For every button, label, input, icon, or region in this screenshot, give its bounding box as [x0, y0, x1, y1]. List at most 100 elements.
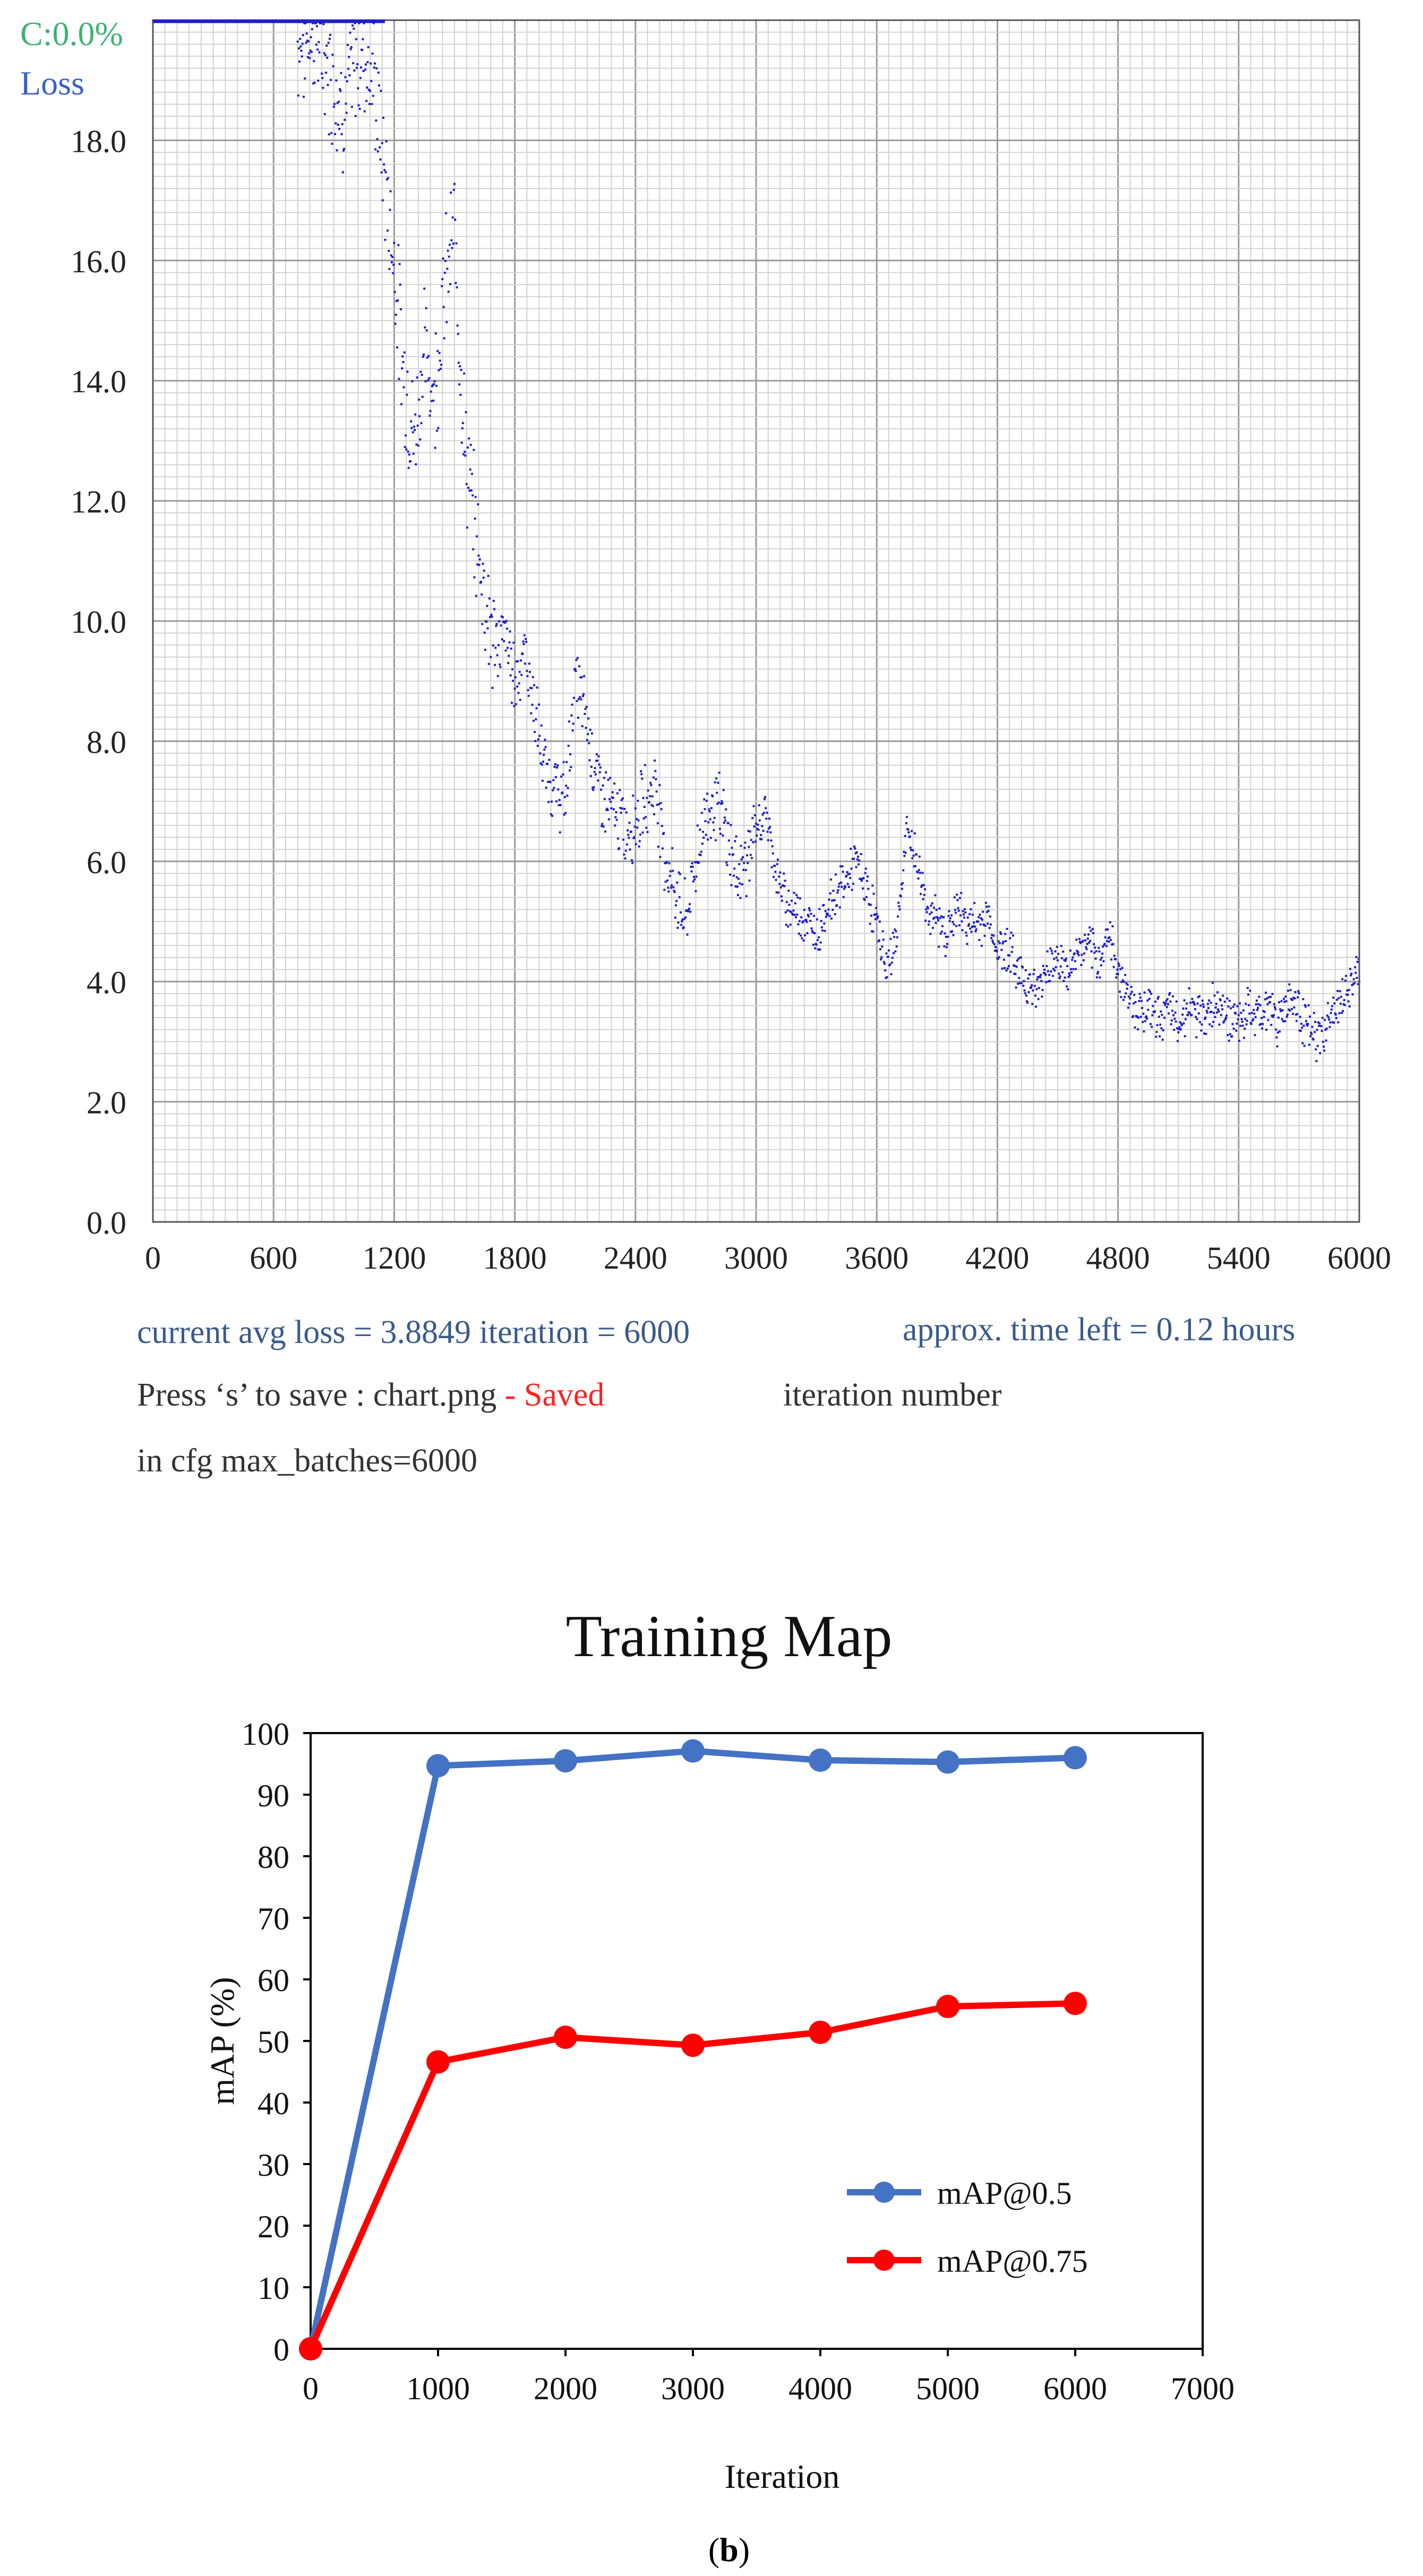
- loss-point: [409, 460, 412, 462]
- loss-point: [1185, 1007, 1187, 1010]
- loss-point: [433, 380, 436, 383]
- loss-point: [1067, 988, 1069, 990]
- save-prefix: Press ‘s’ to save : chart.png: [137, 1377, 496, 1413]
- loss-point: [336, 149, 338, 152]
- loss-point: [1180, 1022, 1182, 1025]
- loss-point: [1347, 1000, 1350, 1003]
- loss-point: [756, 828, 759, 830]
- loss-point: [434, 446, 436, 449]
- loss-point: [556, 766, 559, 769]
- loss-point: [669, 870, 672, 873]
- loss-point: [312, 22, 314, 24]
- loss-point: [587, 717, 590, 720]
- loss-point: [849, 877, 852, 880]
- loss-point: [1026, 1001, 1029, 1004]
- loss-point: [798, 932, 800, 935]
- loss-point: [967, 925, 970, 927]
- loss-point: [659, 856, 662, 858]
- loss-point: [348, 56, 350, 58]
- loss-point: [837, 885, 840, 888]
- loss-point: [1022, 985, 1025, 987]
- loss-point: [1057, 959, 1059, 962]
- loss-point: [762, 830, 765, 832]
- loss-point: [907, 828, 910, 831]
- loss-point: [765, 817, 768, 820]
- loss-point: [1241, 1020, 1244, 1023]
- loss-point: [1308, 1015, 1311, 1018]
- loss-point: [978, 938, 981, 941]
- loss-point: [598, 771, 601, 773]
- loss-point: [1357, 983, 1359, 986]
- loss-point: [1168, 993, 1171, 996]
- loss-point: [815, 943, 818, 946]
- loss-point: [1328, 1018, 1331, 1021]
- loss-point: [1322, 1045, 1325, 1048]
- loss-point: [925, 908, 928, 911]
- loss-point: [1146, 1018, 1148, 1020]
- loss-point: [1350, 972, 1353, 975]
- loss-point: [733, 867, 736, 870]
- loss-point: [1162, 1029, 1164, 1031]
- loss-point: [970, 908, 972, 911]
- loss-point: [394, 322, 397, 325]
- series-point-0: [554, 1749, 577, 1773]
- loss-point: [1262, 1023, 1264, 1026]
- loss-point: [1289, 1009, 1291, 1012]
- loss-point: [554, 763, 556, 765]
- loss-point: [674, 916, 676, 919]
- loss-point: [745, 854, 748, 857]
- loss-point: [799, 897, 801, 900]
- loss-point: [631, 861, 634, 864]
- loss-point: [456, 286, 458, 289]
- loss-point: [1079, 941, 1082, 943]
- loss-point: [506, 647, 509, 649]
- loss-point: [664, 881, 667, 883]
- x-tick-label: 4800: [1086, 1240, 1150, 1276]
- loss-point: [841, 865, 844, 868]
- loss-point: [1042, 971, 1045, 974]
- loss-point: [399, 283, 401, 286]
- loss-point: [450, 191, 452, 194]
- loss-point: [1191, 997, 1194, 1000]
- loss-point: [984, 925, 987, 927]
- loss-point: [929, 933, 932, 935]
- loss-point: [1178, 1026, 1181, 1029]
- loss-point: [365, 100, 368, 102]
- loss-point: [1331, 1005, 1333, 1007]
- loss-point: [540, 724, 543, 727]
- loss-point: [503, 640, 505, 642]
- loss-point: [511, 668, 514, 670]
- loss-point: [1156, 997, 1159, 1000]
- loss-point: [325, 71, 328, 74]
- loss-point: [1079, 942, 1082, 944]
- y-tick-label: 30: [258, 2148, 289, 2183]
- loss-point: [928, 920, 931, 923]
- loss-point: [972, 925, 974, 928]
- loss-point: [924, 888, 927, 891]
- loss-point: [449, 283, 452, 286]
- loss-point: [1085, 946, 1087, 949]
- loss-point: [638, 840, 641, 842]
- loss-point: [579, 676, 582, 679]
- loss-point: [371, 102, 373, 105]
- loss-point: [936, 917, 939, 919]
- loss-point: [1350, 974, 1352, 977]
- loss-point: [1213, 1012, 1215, 1014]
- loss-point: [784, 880, 786, 882]
- loss-point: [794, 916, 797, 919]
- loss-point: [481, 593, 483, 596]
- loss-point: [363, 22, 365, 24]
- loss-point: [625, 843, 628, 846]
- loss-point: [656, 822, 659, 824]
- loss-point: [510, 647, 512, 650]
- loss-point: [1140, 1000, 1143, 1002]
- loss-point: [1038, 987, 1040, 989]
- loss-point: [1099, 959, 1102, 961]
- x-tick-label: 6000: [1043, 2371, 1107, 2406]
- loss-point: [698, 853, 701, 856]
- loss-point: [931, 902, 933, 904]
- loss-point: [414, 413, 417, 416]
- loss-point: [689, 910, 692, 913]
- loss-point: [1006, 927, 1008, 930]
- loss-point: [300, 49, 303, 52]
